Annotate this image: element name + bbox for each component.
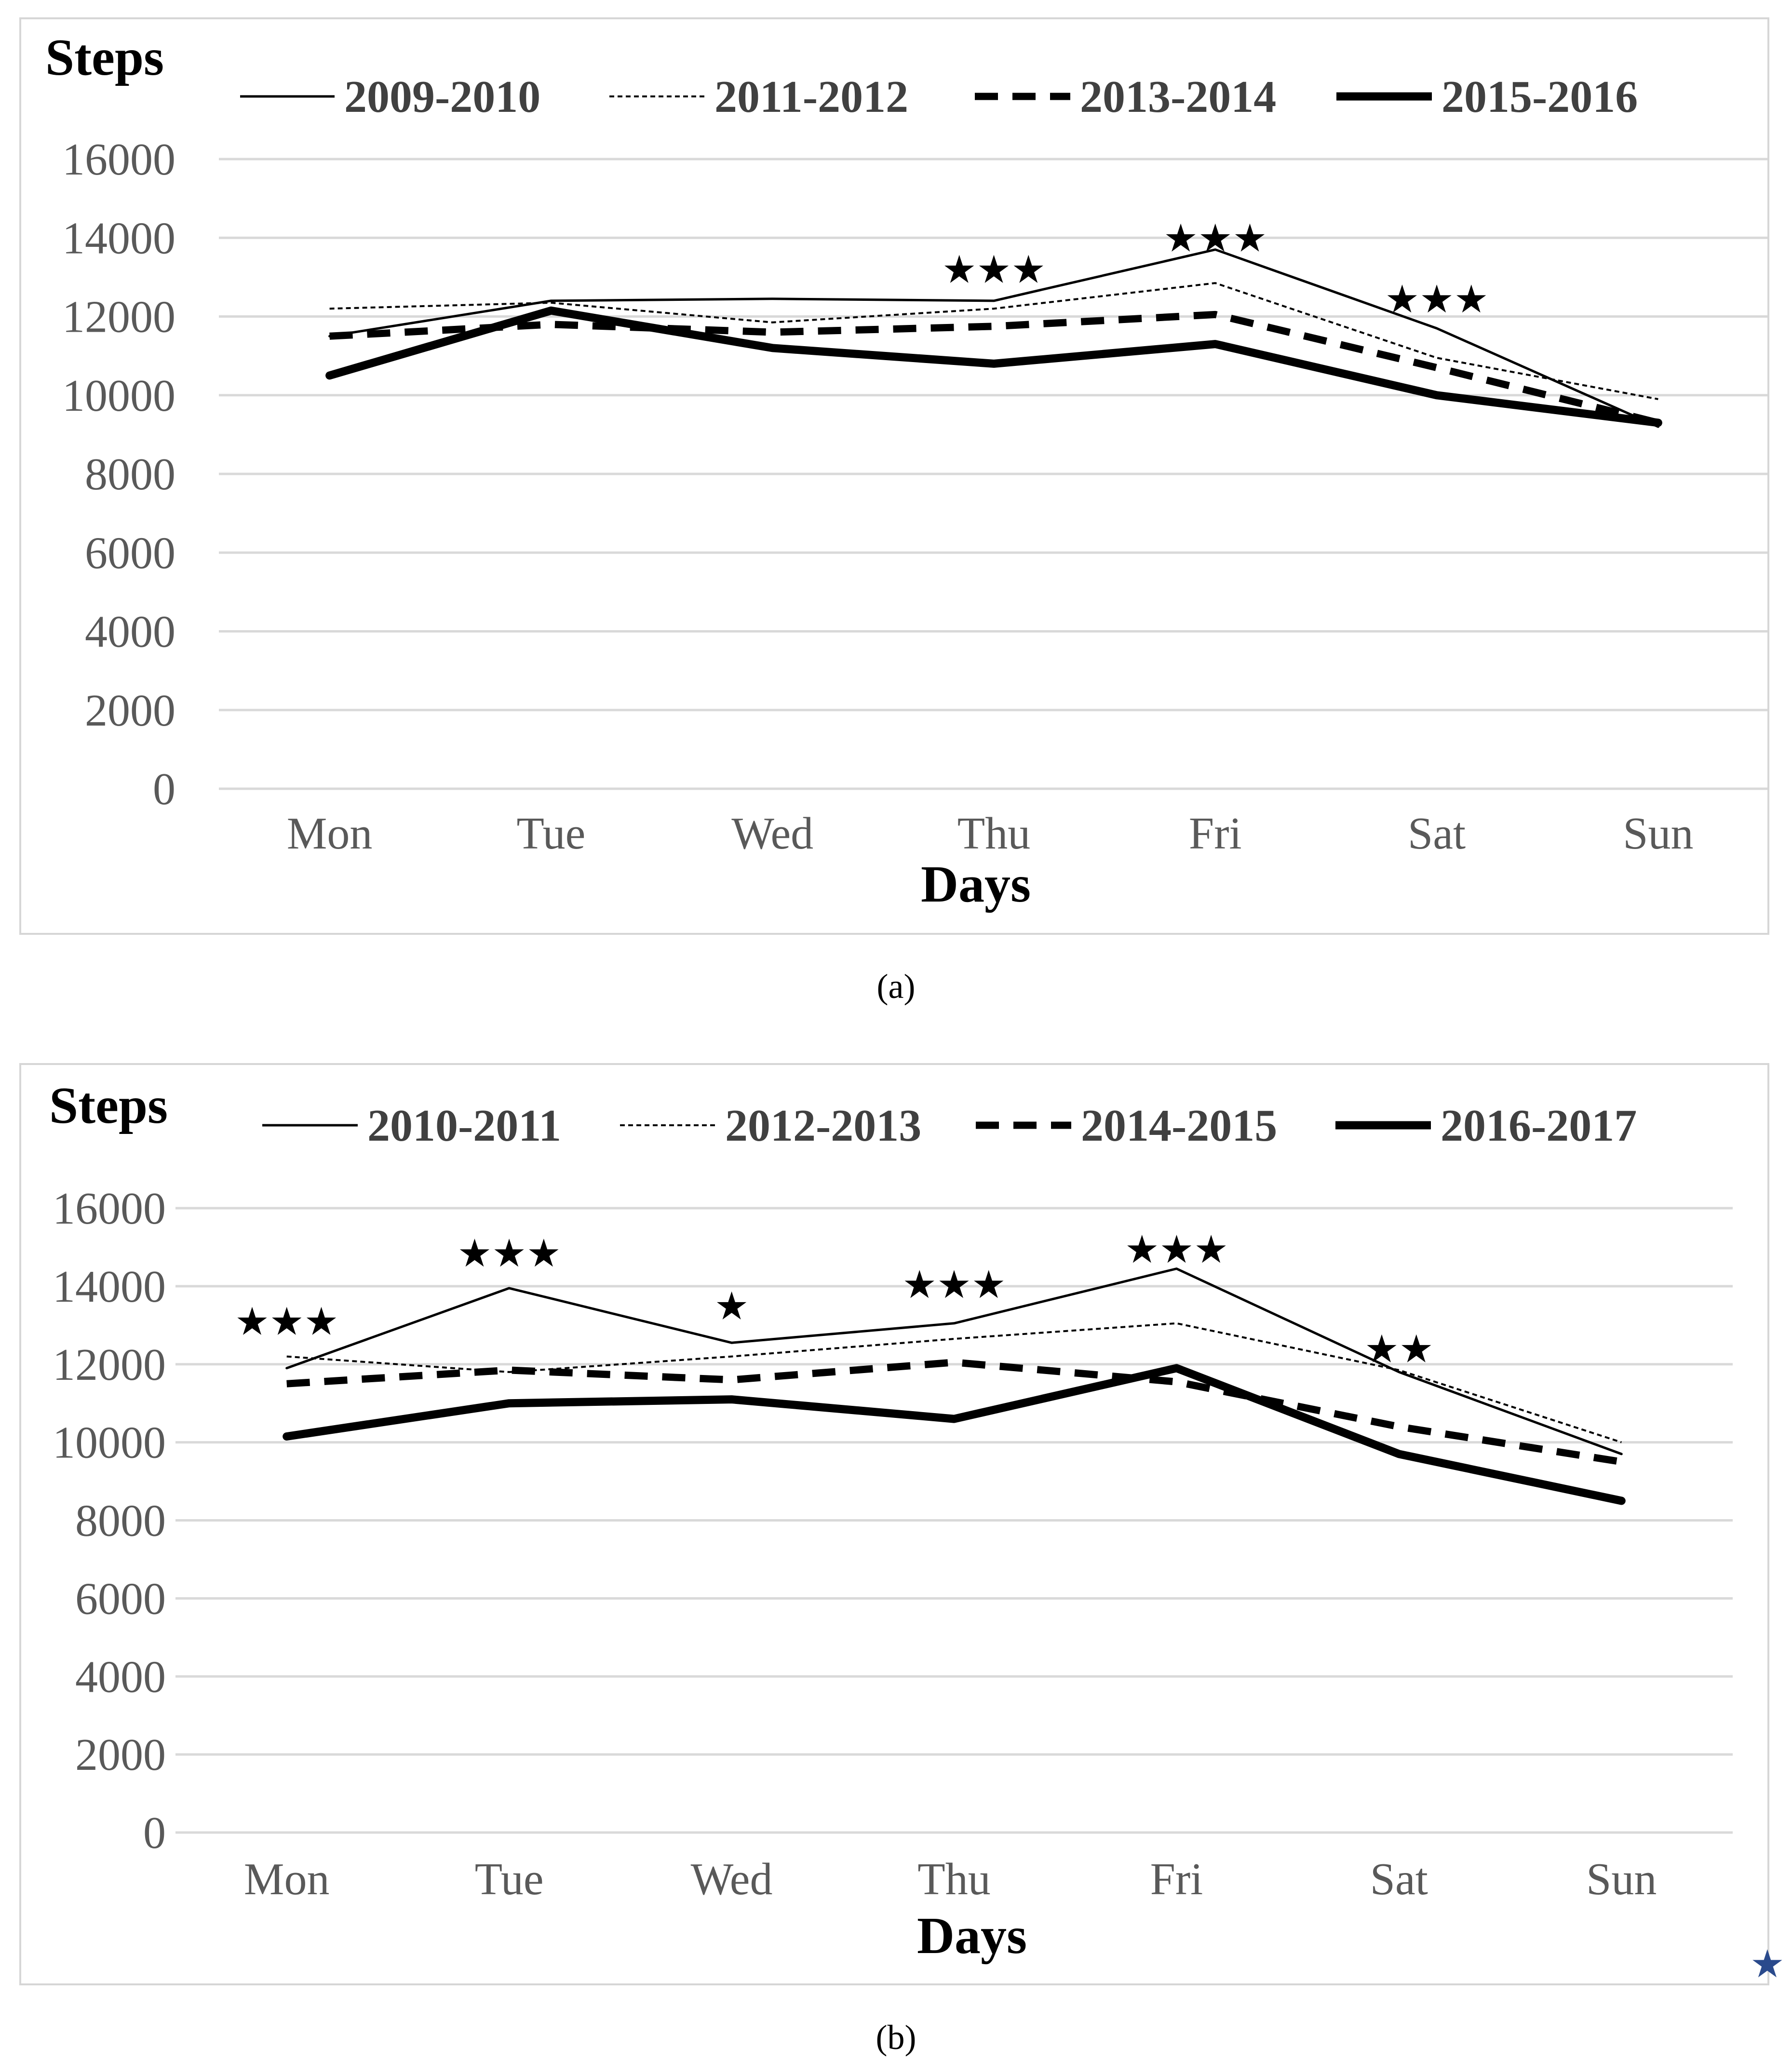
significance-stars: ★★★ — [1125, 1229, 1228, 1271]
y-tick-label: 12000 — [62, 292, 175, 342]
y-axis-title: Steps — [45, 29, 164, 86]
x-tick-label: Tue — [517, 809, 586, 859]
significance-stars: ★★★ — [1163, 217, 1267, 260]
legend-label-2009-2010: 2009-2010 — [344, 72, 540, 122]
x-axis-title: Days — [921, 856, 1031, 913]
y-tick-label: 6000 — [85, 528, 175, 578]
line-chart-b: 0 2000 4000 6000 8000 10000 12000 14000 16000 Mon… — [49, 1077, 1733, 1965]
legend-label-2015-2016: 2015-2016 — [1442, 72, 1638, 122]
legend-label-2014-2015: 2014-2015 — [1081, 1101, 1277, 1151]
series-line-2011-2012 — [329, 282, 1658, 400]
legend-label-2016-2017: 2016-2017 — [1441, 1101, 1637, 1151]
y-tick-label: 16000 — [53, 1184, 166, 1234]
x-tick-label: Tue — [475, 1854, 544, 1904]
y-tick-label: 0 — [153, 764, 175, 814]
chart-panel-a: 0 2000 4000 6000 8000 10000 12000 14000 16000 Mon… — [19, 17, 1769, 935]
x-tick-label: Sat — [1370, 1854, 1428, 1904]
x-tick-label: Fri — [1189, 809, 1242, 859]
significance-stars: ★★★ — [1385, 279, 1488, 321]
series-line-2015-2016 — [325, 306, 1662, 427]
x-tick-label: Sat — [1408, 809, 1466, 859]
x-tick-label: Thu — [917, 1854, 990, 1904]
y-tick-label: 4000 — [85, 607, 175, 657]
x-tick-label: Sun — [1623, 809, 1693, 859]
y-tick-label: 10000 — [53, 1418, 166, 1468]
caption-b: (b) — [876, 2018, 916, 2057]
legend-label-2010-2011: 2010-2011 — [367, 1101, 561, 1151]
series-line-2009-2010 — [328, 248, 1659, 428]
series-line-2016-2017 — [283, 1364, 1626, 1505]
y-tick-label: 6000 — [75, 1574, 166, 1624]
significance-stars: ★ — [714, 1285, 749, 1328]
caption-a: (a) — [876, 967, 916, 1006]
y-tick-label: 4000 — [75, 1652, 166, 1702]
y-tick-label: 14000 — [62, 213, 175, 263]
x-axis-title: Days — [917, 1907, 1027, 1965]
x-tick-label: Wed — [691, 1854, 773, 1904]
x-tick-label: Mon — [244, 1854, 330, 1904]
y-tick-label: 8000 — [85, 449, 175, 499]
y-tick-label: 0 — [143, 1808, 166, 1858]
series-line-2010-2011 — [285, 1267, 1623, 1456]
significance-stars: ★★★ — [235, 1301, 338, 1344]
line-chart-a: 0 2000 4000 6000 8000 10000 12000 14000 16000 Mon… — [45, 29, 1767, 913]
y-tick-label: 14000 — [53, 1262, 166, 1312]
chart-panel-b: 0 2000 4000 6000 8000 10000 12000 14000 16000 Mon… — [19, 1063, 1769, 1985]
y-axis-title: Steps — [49, 1077, 168, 1134]
significance-stars: ★★★ — [942, 249, 1046, 292]
legend-label-2013-2014: 2013-2014 — [1080, 72, 1276, 122]
x-tick-label: Thu — [957, 809, 1030, 859]
legend-label-2011-2012: 2011-2012 — [714, 72, 908, 122]
corner-star-icon: ★ — [1750, 1943, 1785, 1986]
series-line-2013-2014 — [329, 310, 1659, 427]
x-tick-label: Mon — [287, 809, 373, 859]
legend-label-2012-2013: 2012-2013 — [725, 1101, 921, 1151]
y-tick-label: 10000 — [62, 371, 175, 421]
x-tick-label: Fri — [1150, 1854, 1203, 1904]
y-tick-label: 8000 — [75, 1496, 166, 1546]
series-line-2012-2013 — [286, 1322, 1622, 1443]
y-tick-label: 2000 — [75, 1730, 166, 1780]
significance-stars: ★★ — [1364, 1328, 1433, 1371]
y-tick-label: 12000 — [53, 1340, 166, 1390]
x-tick-label: Wed — [731, 809, 813, 859]
significance-stars: ★★★ — [902, 1264, 1006, 1307]
y-tick-label: 2000 — [85, 686, 175, 736]
x-tick-label: Sun — [1586, 1854, 1657, 1904]
y-tick-label: 16000 — [62, 135, 175, 185]
significance-stars: ★★★ — [458, 1233, 561, 1275]
